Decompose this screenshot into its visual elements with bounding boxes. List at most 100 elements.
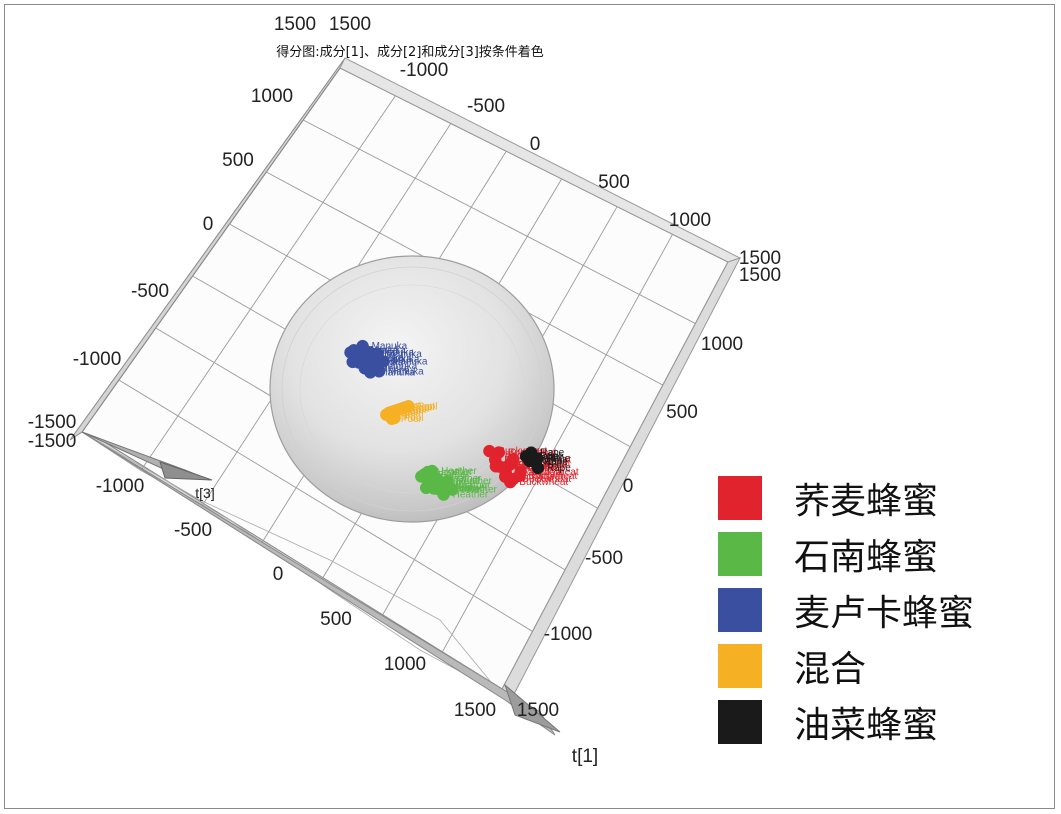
point-label: Heather xyxy=(461,485,497,496)
point-label: Manuka xyxy=(372,341,408,352)
point-label: Manuka xyxy=(378,347,414,358)
point-label: Rape xyxy=(546,454,570,465)
legend-item: 油菜蜂蜜 xyxy=(718,694,974,750)
legend-item: 石南蜂蜜 xyxy=(718,526,974,582)
tick-label-right-edge: 1500 xyxy=(739,265,781,286)
point-label: Pool xyxy=(395,410,415,421)
data-point xyxy=(356,339,369,353)
tick-label-left-edge: -1500 xyxy=(28,431,77,452)
point-label: Manuka xyxy=(392,357,428,368)
point-label: Pool xyxy=(406,405,426,416)
tick-label-bottom-edge: 1000 xyxy=(384,654,426,675)
tick-label-bottom-edge: 0 xyxy=(273,564,284,585)
point-label: Heather xyxy=(441,466,477,477)
grid-line-v xyxy=(118,379,533,632)
point-label: Rape xyxy=(535,451,559,462)
point-label: Pool xyxy=(409,404,429,415)
data-point xyxy=(346,355,359,369)
data-points: BuckwheatBuckwheatBuckwheatBuckwheatBuck… xyxy=(344,339,579,501)
point-label: Rape xyxy=(540,451,564,462)
legend-swatch xyxy=(718,532,762,576)
point-label: Pool xyxy=(401,414,421,425)
confidence-ellipsoid xyxy=(269,255,555,523)
point-label: Pool xyxy=(404,406,424,417)
point-label: Manuka xyxy=(379,367,415,378)
point-label: Heather xyxy=(446,474,482,485)
tick-labels: 1500 1500-1000-50005001000150010005000-50… xyxy=(28,14,781,721)
tick-label-top-edge: 500 xyxy=(598,172,630,193)
point-label: Heather xyxy=(434,469,470,480)
point-label: Buckwheat xyxy=(528,471,577,482)
legend-item: 麦卢卡蜂蜜 xyxy=(718,582,974,638)
point-label: Heather xyxy=(437,479,473,490)
point-label: Pool xyxy=(398,408,418,419)
tick-label-bottom-edge: -1000 xyxy=(96,476,145,497)
grid-line-u xyxy=(439,234,673,656)
point-label: Rape xyxy=(544,457,568,468)
point-label: Buckwheat xyxy=(522,474,571,485)
data-point xyxy=(419,481,433,495)
legend-label: 混合 xyxy=(794,649,867,690)
point-label: Heather xyxy=(443,476,479,487)
series-heather: HeatherHeatherHeatherHeatherHeatherHeath… xyxy=(415,464,498,501)
data-point xyxy=(514,465,527,479)
point-label: Manuka xyxy=(384,354,420,365)
legend-swatch xyxy=(718,476,762,520)
point-label: Buckwheat xyxy=(522,458,571,469)
chart-title: 得分图:成分[1]、成分[2]和成分[3]按条件着色 xyxy=(276,44,544,60)
point-label: Heather xyxy=(456,476,492,487)
tick-label-left-edge: 0 xyxy=(203,214,214,235)
tick-label-left-edge: 1000 xyxy=(251,86,293,107)
tick-label-top-edge: 1500 xyxy=(739,248,781,269)
point-label: Manuka xyxy=(388,366,424,377)
point-label: Buckwheat xyxy=(530,467,579,478)
legend-label: 油菜蜂蜜 xyxy=(794,705,939,746)
point-label: Buckwheat xyxy=(519,477,568,488)
tick-label-right-edge: 500 xyxy=(666,402,698,423)
tick-label-right-edge: 0 xyxy=(623,476,634,497)
data-point xyxy=(372,365,386,378)
data-point xyxy=(489,460,503,473)
point-label: Pool xyxy=(404,413,424,424)
tick-label-bottom-edge: -500 xyxy=(174,520,212,541)
legend-label: 荞麦蜂蜜 xyxy=(794,481,939,522)
point-label: Pool xyxy=(415,402,435,413)
data-point xyxy=(530,452,544,465)
point-label: Pool xyxy=(412,403,432,414)
tick-label-top-edge: -1000 xyxy=(400,60,449,81)
point-label: Pool xyxy=(401,407,421,418)
tick-label-top-edge: 0 xyxy=(530,134,541,155)
point-label: Heather xyxy=(437,467,473,478)
tick-label-left-edge: -1000 xyxy=(73,349,122,370)
point-label: Buckwheat xyxy=(514,472,563,483)
chart-frame xyxy=(4,4,1055,809)
tick-label-bottom-edge: 1500 xyxy=(454,700,496,721)
point-label: Rape xyxy=(540,448,564,459)
data-point xyxy=(388,411,401,425)
tick-label-bottom-edge: 500 xyxy=(320,609,352,630)
series-manuka: ManukaManukaManukaManukaManukaManukaManu… xyxy=(344,339,428,379)
legend-item: 荞麦蜂蜜 xyxy=(718,470,974,526)
point-label: Rape xyxy=(547,463,571,474)
z-axis-label: t[3] xyxy=(195,485,214,501)
t1-axis-arrow xyxy=(81,431,561,736)
tick-label-left-edge: -1500 xyxy=(28,412,77,433)
tick-label-top-edge: 1500 xyxy=(329,14,371,35)
point-label: Heather xyxy=(455,480,491,491)
point-label: Manuka xyxy=(376,354,412,365)
data-point xyxy=(446,483,459,496)
data-point xyxy=(519,450,533,463)
data-point xyxy=(425,464,439,478)
legend-label: 麦卢卡蜂蜜 xyxy=(794,593,975,634)
point-label: Manuka xyxy=(386,349,422,360)
point-label: Heather xyxy=(453,490,489,501)
tick-label-right-edge: -1000 xyxy=(544,624,593,645)
point-label: Heather xyxy=(443,484,479,495)
tick-label-bottom-edge: 1500 xyxy=(517,700,559,721)
tick-label-right-edge: 1000 xyxy=(701,334,743,355)
data-point xyxy=(506,453,520,466)
legend: 荞麦蜂蜜 石南蜂蜜麦卢卡蜂蜜混合油菜蜂蜜 xyxy=(718,470,974,750)
point-label: Heather xyxy=(448,484,484,495)
